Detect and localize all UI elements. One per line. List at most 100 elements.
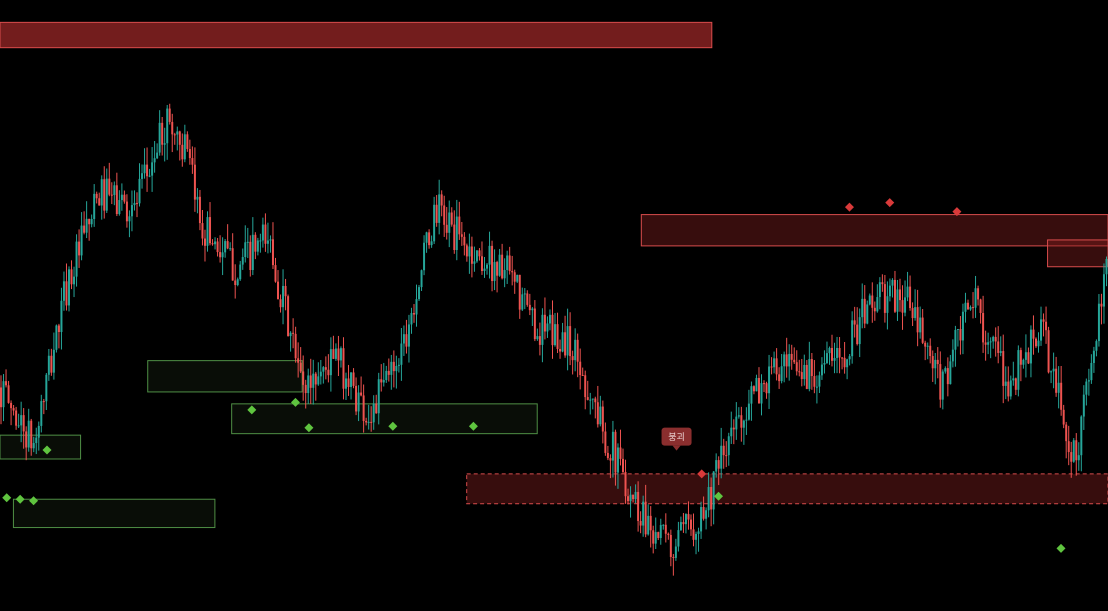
candle-body (25, 431, 28, 448)
candle-69 (173, 132, 176, 145)
candle-body (571, 356, 574, 361)
candle-body (216, 241, 219, 253)
candle-345 (868, 293, 871, 306)
candle-311 (783, 351, 786, 383)
candle-body (1002, 351, 1005, 386)
candle-body (873, 307, 876, 312)
candle-body (198, 196, 201, 224)
candle-189 (475, 250, 478, 263)
candle-140 (352, 368, 355, 389)
candle-body (579, 361, 582, 375)
candle-body (825, 353, 828, 364)
candle-body (815, 386, 818, 388)
candle-body (526, 293, 529, 305)
candle-body (322, 367, 325, 372)
candle-body (392, 361, 395, 372)
candle-55 (138, 163, 141, 207)
candle-body (269, 239, 272, 241)
candle-body (541, 314, 544, 345)
candle-390 (982, 295, 985, 353)
candle-169 (425, 231, 428, 253)
candle-44 (110, 182, 113, 205)
candle-body (629, 494, 632, 502)
candle-body (488, 245, 491, 265)
markers-layer (2, 198, 1066, 553)
candle-312 (785, 337, 788, 378)
candle-body (511, 271, 514, 273)
buy-marker-6 (304, 423, 314, 433)
candle-45 (113, 181, 116, 206)
candle-66 (166, 104, 169, 160)
candle-body (589, 399, 592, 401)
candle-139 (350, 372, 353, 400)
candle-361 (909, 275, 912, 311)
candle-380 (956, 328, 959, 347)
candle-73 (183, 124, 186, 163)
candle-197 (496, 260, 499, 293)
candle-362 (911, 302, 914, 327)
candle-body (556, 324, 559, 349)
candle-147 (370, 406, 373, 432)
candle-332 (836, 336, 839, 374)
candle-body (375, 403, 378, 414)
candle-body (916, 307, 919, 333)
candle-301 (757, 367, 760, 404)
candle-body (1097, 303, 1100, 342)
candle-body (110, 194, 113, 196)
candle-body (924, 342, 927, 347)
candle-378 (951, 339, 954, 368)
candle-body (37, 425, 40, 438)
candle-body (95, 193, 98, 199)
candle-331 (833, 342, 836, 374)
candle-172 (433, 196, 436, 245)
candle-122 (307, 368, 310, 404)
candle-265 (667, 532, 670, 540)
candle-body (841, 357, 844, 359)
candle-body (1055, 368, 1058, 393)
candle-415 (1045, 306, 1048, 344)
candle-162 (407, 314, 410, 363)
candle-134 (337, 335, 340, 377)
candle-body (468, 246, 471, 257)
candle-382 (961, 303, 964, 355)
candle-178 (448, 200, 451, 248)
candle-body (166, 108, 169, 144)
candle-207 (521, 287, 524, 312)
candle-174 (438, 179, 441, 235)
candle-219 (551, 300, 554, 359)
candle-60 (151, 147, 154, 192)
candle-body (334, 348, 337, 359)
candle-body (231, 248, 234, 281)
candle-339 (853, 306, 856, 338)
candle-412 (1037, 332, 1040, 353)
candle-315 (793, 347, 796, 364)
candle-95 (239, 260, 242, 281)
candle-body (382, 380, 385, 383)
candle-body (972, 307, 975, 309)
candle-357 (898, 278, 901, 312)
candle-body (226, 241, 229, 249)
candle-244 (614, 429, 617, 486)
candle-86 (216, 237, 219, 257)
candle-344 (866, 300, 869, 325)
candle-body (883, 284, 886, 313)
candle-21 (52, 332, 55, 380)
candle-18 (45, 372, 48, 410)
candle-252 (634, 484, 637, 504)
candle-body (420, 270, 423, 288)
candle-289 (727, 432, 730, 466)
candle-body (163, 143, 166, 145)
candle-body (1019, 350, 1022, 365)
candle-51 (128, 210, 131, 238)
candle-323 (813, 360, 816, 394)
candle-body (898, 289, 901, 301)
candle-32 (80, 212, 83, 261)
candle-308 (775, 348, 778, 381)
candle-body (624, 471, 627, 497)
candle-body (554, 324, 557, 346)
candle-body (745, 419, 748, 421)
candle-body (448, 212, 451, 233)
candle-119 (299, 347, 302, 374)
candle-80 (201, 209, 204, 246)
candle-258 (649, 506, 652, 548)
